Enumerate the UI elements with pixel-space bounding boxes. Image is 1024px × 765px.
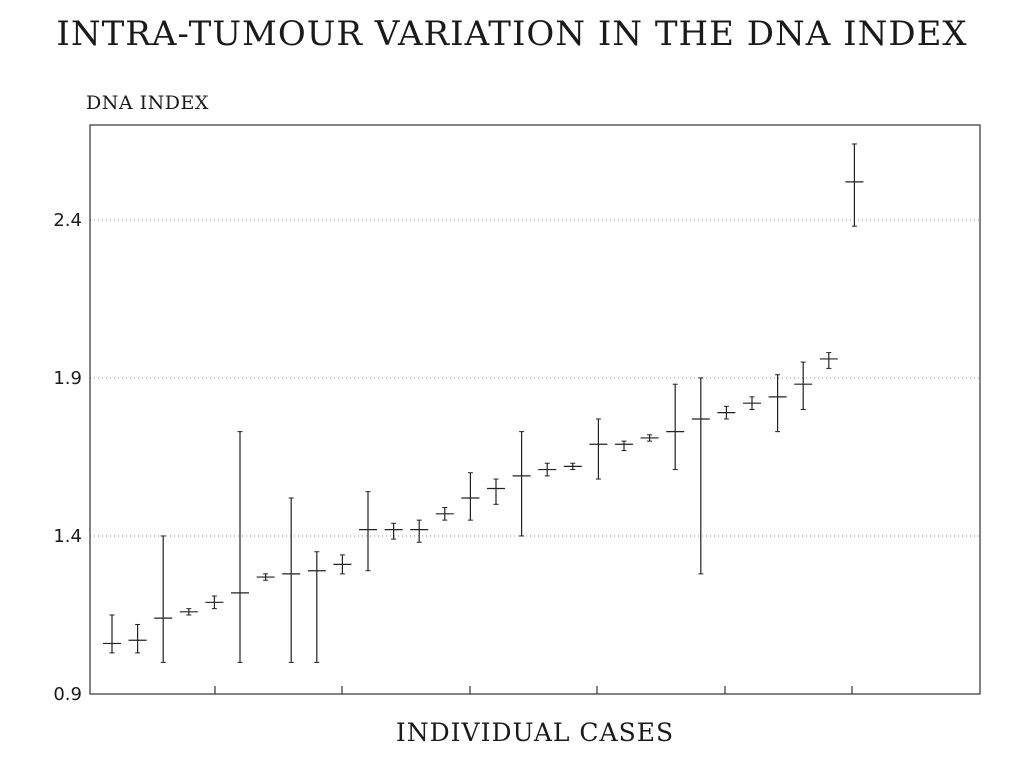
error-bar-case-12: [384, 522, 403, 540]
error-bar-case-8: [282, 497, 301, 663]
chart-title: INTRA-TUMOUR VARIATION IN THE DNA INDEX: [56, 14, 968, 54]
gridlines: [90, 219, 980, 537]
error-bar-case-20: [589, 418, 608, 480]
y-tick-label-1-4: 1.4: [53, 526, 82, 547]
error-bar-case-28: [794, 361, 813, 410]
error-bar-case-9: [307, 551, 326, 663]
error-bar-case-16: [487, 478, 505, 505]
x-axis-label: INDIVIDUAL CASES: [395, 718, 675, 747]
error-bar-case-3: [154, 535, 173, 663]
error-bar-case-14: [435, 506, 454, 521]
plot-frame: [89, 124, 981, 695]
y-tick-label-0-9: 0.9: [53, 684, 82, 705]
error-bar-case-19: [563, 462, 582, 471]
error-bar-case-22: [640, 434, 659, 442]
error-bar-case-13: [410, 519, 429, 543]
error-bar-case-17: [512, 431, 531, 537]
x-axis-ticks: [214, 686, 853, 694]
error-bar-case-11: [359, 491, 377, 572]
error-bar-case-29: [819, 352, 838, 369]
error-bar-case-18: [538, 462, 557, 477]
error-bar-case-5: [205, 595, 224, 610]
error-bar-case-10: [333, 554, 352, 575]
error-bar-case-7: [256, 573, 275, 581]
error-bar-case-24: [691, 377, 710, 575]
error-bar-case-26: [743, 396, 761, 410]
error-bar-case-21: [615, 440, 633, 452]
y-axis: 0.9 1.4 1.9 2.4: [53, 210, 82, 705]
y-tick-label-1-9: 1.9: [53, 368, 82, 389]
error-bar-series: [103, 143, 864, 663]
error-bar-case-2: [128, 623, 147, 654]
error-bar-case-25: [717, 405, 736, 420]
error-bar-case-4: [179, 608, 198, 616]
error-bar-case-6: [231, 431, 249, 663]
error-bar-case-27: [768, 374, 787, 433]
y-tick-label-2-4: 2.4: [53, 210, 82, 231]
error-bar-case-30: [845, 143, 864, 227]
y-axis-label: DNA INDEX: [86, 92, 209, 114]
error-bar-case-23: [666, 383, 685, 471]
error-bar-case-15: [461, 472, 480, 521]
error-bar-case-1: [103, 614, 121, 654]
